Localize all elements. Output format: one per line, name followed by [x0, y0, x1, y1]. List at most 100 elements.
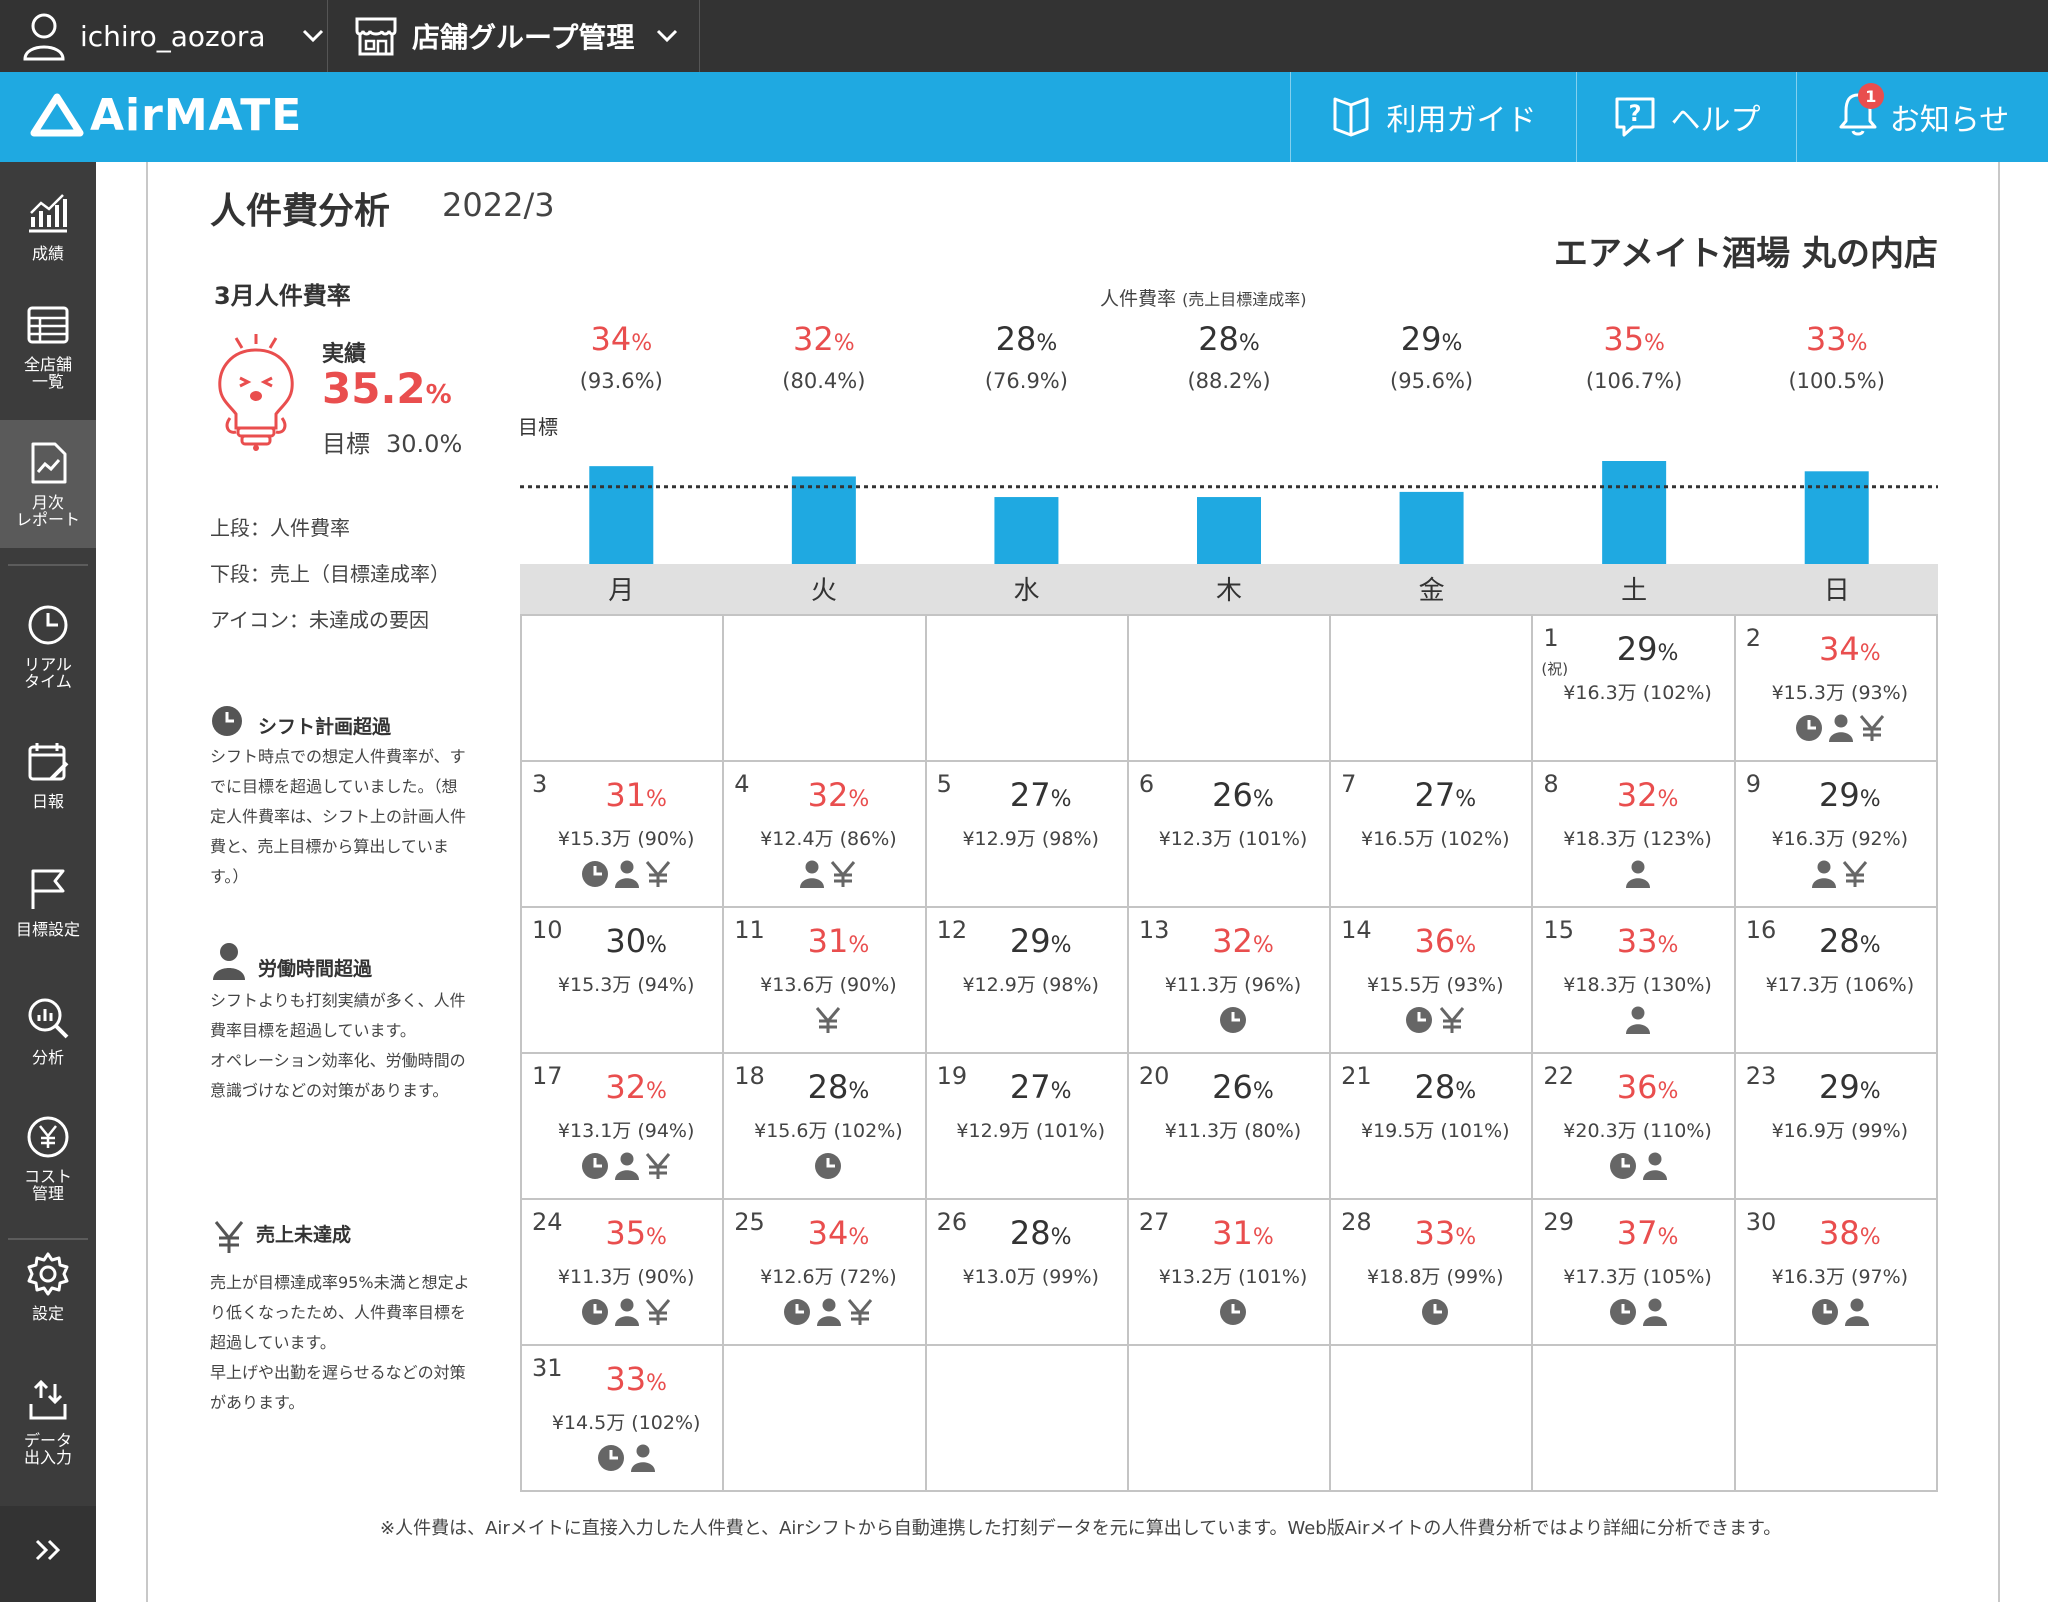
cause-icons — [1533, 860, 1733, 888]
person-icon — [213, 943, 245, 980]
calendar-day-cell[interactable]: 4 32% ¥12.4万 (86%) — [724, 762, 927, 908]
cause-icons — [1533, 1298, 1733, 1326]
sales-achievement: ¥19.5万 (101%) — [1360, 1120, 1510, 1142]
calendar-day-cell[interactable]: 23 29% ¥16.9万 (99%) — [1735, 1054, 1938, 1200]
person-icon — [817, 1298, 842, 1326]
labor-cost-rate: 27% — [927, 776, 1127, 814]
sidebar-item-analysis[interactable]: 分析 — [0, 966, 96, 1094]
calendar-day-cell[interactable]: 28 33% ¥18.8万 (99%) — [1331, 1200, 1534, 1346]
sidebar-divider — [8, 564, 88, 566]
calendar-day-cell[interactable]: 15 33% ¥18.3万 (130%) — [1533, 908, 1736, 1054]
day-number: 28 — [1341, 1208, 1372, 1236]
calendar-day-cell[interactable]: 8 32% ¥18.3万 (123%) — [1533, 762, 1736, 908]
labor-cost-rate: 32% — [724, 776, 924, 814]
sidebar-item-realtime[interactable]: リアル タイム — [0, 582, 96, 710]
rate-value: 35 — [605, 1214, 647, 1252]
sidebar-item-gear[interactable]: 設定 — [0, 1222, 96, 1350]
calendar-day-cell[interactable]: 14 36% ¥15.5万 (93%) — [1331, 908, 1534, 1054]
bar-value-label: 29% — [1401, 320, 1463, 358]
cause-icons — [724, 1152, 924, 1180]
person-icon — [615, 1152, 640, 1180]
calendar-day-cell[interactable]: 6 26% ¥12.3万 (101%) — [1128, 762, 1332, 908]
rate-unit: % — [1657, 787, 1679, 812]
cause-icons — [1331, 1006, 1531, 1034]
footnote: ※人件費は、Airメイトに直接入力した人件費と、Airシフトから自動連携した打刻… — [380, 1518, 1782, 1539]
reason-shift-title: シフト計画超過 — [258, 716, 392, 738]
calendar-day-cell[interactable]: 3 31% ¥15.3万 (90%) — [522, 762, 725, 908]
sales-achievement: ¥16.3万 (97%) — [1771, 1266, 1909, 1288]
calendar-day-cell[interactable]: 10 30% ¥15.3万 (94%) — [522, 908, 725, 1054]
calendar-day-cell[interactable]: 1 (祝) 29% ¥16.3万 (102%) — [1533, 616, 1736, 762]
rate-value: 28 — [1819, 922, 1860, 960]
sales-achievement: ¥16.3万 (102%) — [1563, 682, 1712, 704]
store-group-menu[interactable]: 店舗グループ管理 — [332, 0, 700, 72]
calendar-day-cell[interactable]: 31 33% ¥14.5万 (102%) — [522, 1346, 725, 1492]
app-logo[interactable]: AirMATE — [30, 90, 302, 141]
guide-button[interactable]: 利用ガイド — [1290, 72, 1576, 162]
notifications-button[interactable]: 1 お知らせ — [1796, 72, 2048, 162]
calendar-day-cell[interactable]: 7 27% ¥16.5万 (102%) — [1331, 762, 1534, 908]
calendar-day-cell[interactable]: 11 31% ¥13.6万 (90%) — [724, 908, 927, 1054]
labor-cost-rate: 28% — [1331, 1068, 1531, 1106]
rate-unit: % — [1252, 933, 1274, 958]
help-button[interactable]: ? ヘルプ — [1576, 72, 1796, 162]
calendar-day-cell[interactable]: 22 36% ¥20.3万 (110%) — [1533, 1054, 1736, 1200]
calendar-day-cell[interactable]: 30 38% ¥16.3万 (97%) — [1735, 1200, 1938, 1346]
sales-achievement: ¥11.3万 (90%) — [557, 1266, 695, 1288]
daily-icon — [28, 742, 69, 780]
day-number: 18 — [734, 1062, 765, 1090]
calendar-day-cell[interactable]: 2 34% ¥15.3万 (93%) — [1735, 616, 1938, 762]
calendar-day-cell[interactable]: 18 28% ¥15.6万 (102%) — [724, 1054, 927, 1200]
day-number: 13 — [1138, 916, 1170, 944]
calendar-day-cell[interactable]: 5 27% ¥12.9万 (98%) — [926, 762, 1129, 908]
sidebar-item-label: コスト 管理 — [23, 1167, 72, 1203]
sidebar-item-flag[interactable]: 目標設定 — [0, 838, 96, 966]
calendar-day-cell[interactable]: 12 29% ¥12.9万 (98%) — [926, 908, 1129, 1054]
calendar-empty-cell — [1128, 1346, 1332, 1492]
target-value: 30.0% — [386, 430, 463, 458]
reason-sales-title: 売上未達成 — [256, 1224, 352, 1246]
calendar-day-cell[interactable]: 16 28% ¥17.3万 (106%) — [1735, 908, 1938, 1054]
bar-value: 35 — [1603, 320, 1644, 358]
day-number: 7 — [1341, 770, 1357, 798]
calendar-day-cell[interactable]: 25 34% ¥12.6万 (72%) — [724, 1200, 927, 1346]
rate-unit: % — [1657, 641, 1679, 666]
sidebar-item-label: 日報 — [31, 791, 64, 811]
expand-sidebar-button[interactable] — [0, 1506, 96, 1602]
calendar-day-cell[interactable]: 24 35% ¥11.3万 (90%) — [522, 1200, 725, 1346]
labor-cost-rate: 27% — [1331, 776, 1531, 814]
rate-value: 27 — [1414, 776, 1456, 814]
calendar-day-cell[interactable]: 19 27% ¥12.9万 (101%) — [926, 1054, 1129, 1200]
content-frame-right — [1998, 162, 2000, 1602]
calendar-day-cell[interactable]: 21 28% ¥19.5万 (101%) — [1331, 1054, 1534, 1200]
double-chevron-right-icon — [35, 1539, 61, 1561]
sidebar-item-chart[interactable]: 成績 — [0, 162, 96, 290]
sidebar-item-daily[interactable]: 日報 — [0, 710, 96, 838]
legend-lower: 下段：売上（目標達成率） — [210, 562, 450, 586]
calendar-day-cell[interactable]: 29 37% ¥17.3万 (105%) — [1533, 1200, 1736, 1346]
calendar-day-cell[interactable]: 13 32% ¥11.3万 (96%) — [1128, 908, 1332, 1054]
calendar-day-cell[interactable]: 9 29% ¥16.3万 (92%) — [1735, 762, 1938, 908]
day-number: 30 — [1745, 1208, 1777, 1236]
username: ichiro_aozora — [80, 19, 266, 53]
yen-icon — [645, 1153, 671, 1179]
sidebar-item-io[interactable]: データ 出入力 — [0, 1358, 96, 1486]
calendar-day-cell[interactable]: 17 32% ¥13.1万 (94%) — [522, 1054, 725, 1200]
bar-value: 32 — [793, 320, 834, 358]
clock-icon — [598, 1445, 625, 1471]
rate-value: 34 — [1819, 630, 1860, 668]
calendar-day-cell[interactable]: 20 26% ¥11.3万 (80%) — [1128, 1054, 1332, 1200]
sidebar-item-table[interactable]: 全店舗 一覧 — [0, 282, 96, 410]
user-menu[interactable]: ichiro_aozora — [0, 0, 328, 72]
rate-value: 27 — [1009, 776, 1051, 814]
rate-value: 30 — [605, 922, 647, 960]
sidebar-item-report[interactable]: 月次 レポート — [0, 420, 96, 548]
calendar-day-cell[interactable]: 27 31% ¥13.2万 (101%) — [1128, 1200, 1332, 1346]
person-icon — [1642, 1298, 1667, 1326]
sales-achievement: ¥13.0万 (99%) — [962, 1266, 1099, 1288]
day-number: 16 — [1745, 916, 1777, 944]
sales-achievement: ¥16.9万 (99%) — [1771, 1120, 1909, 1142]
rate-unit: % — [646, 787, 667, 812]
sidebar-item-yen[interactable]: コスト 管理 — [0, 1094, 96, 1222]
calendar-day-cell[interactable]: 26 28% ¥13.0万 (99%) — [926, 1200, 1129, 1346]
